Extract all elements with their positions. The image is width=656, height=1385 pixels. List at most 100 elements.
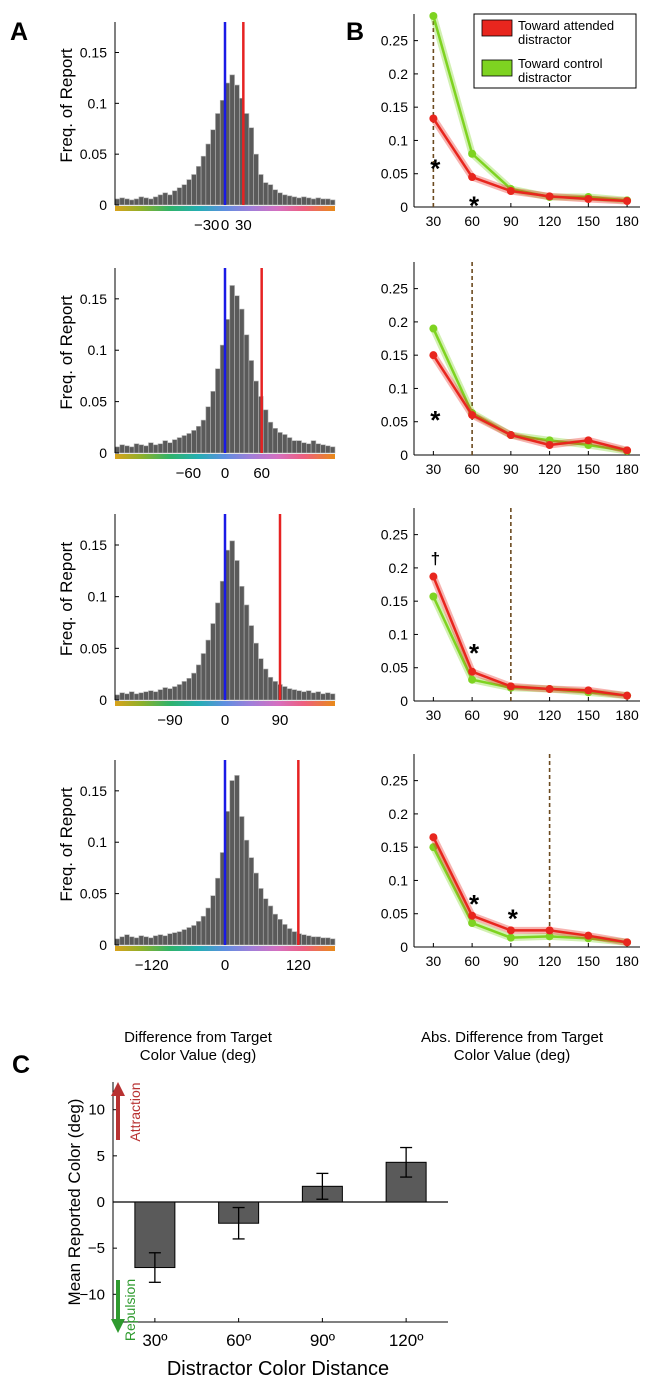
histogram-bar [248, 127, 254, 206]
x-tick-label: −60 [176, 465, 201, 482]
histogram-bar [157, 934, 164, 946]
attended-series-point [623, 446, 632, 455]
histogram-bar [210, 895, 216, 946]
y-axis-label: Mean Reported Color (deg) [65, 1099, 84, 1306]
histogram-bar [162, 935, 168, 946]
x-tick-label: 150 [577, 953, 601, 969]
histogram-bar [286, 688, 293, 701]
histogram-bar [205, 143, 211, 206]
significance-marker: * [508, 904, 519, 934]
attended-series-line [432, 117, 628, 203]
histogram-bar [138, 935, 144, 946]
histogram-bar [152, 935, 159, 946]
x-tick-label: 120 [538, 707, 562, 723]
histogram-bar [143, 936, 149, 946]
histogram-bar [186, 927, 192, 946]
histogram-bar [167, 194, 173, 206]
histogram-bar [234, 775, 240, 946]
line-plot-panel: 0 0.05 0.1 0.15 0.2 0.25 30 60 90 120 150 180 * [381, 262, 640, 477]
histogram-bar [286, 437, 293, 454]
histogram-bar [129, 199, 135, 206]
control-series-point [429, 324, 438, 333]
line-plot-panel: 0 0.05 0.1 0.15 0.2 0.25 30 60 90 120 150 180 * * [381, 754, 640, 969]
y-tick-label: 5 [97, 1148, 105, 1165]
panel-a-letter: A [10, 18, 28, 46]
histogram-bar [196, 425, 202, 454]
histogram-bar [291, 931, 298, 946]
y-tick-label: 0.15 [381, 593, 408, 609]
bar [134, 1201, 176, 1269]
y-tick-label: 0 [97, 1194, 105, 1211]
histogram-bar [172, 932, 178, 946]
histogram-bar [267, 676, 274, 701]
histogram-bar [277, 432, 283, 454]
histogram-bar [262, 409, 269, 454]
histogram-bar [258, 174, 264, 206]
panel-c-letter: C [12, 1051, 30, 1079]
y-tick-label: −10 [80, 1286, 105, 1303]
histogram-bar [291, 689, 298, 701]
y-tick-label: 0.1 [389, 132, 409, 148]
attraction-arrow-head [111, 1082, 125, 1096]
legend-swatch-attended [481, 19, 513, 37]
y-tick-label: 0 [400, 693, 408, 709]
x-tick-label: 150 [577, 213, 601, 229]
histogram-bar [315, 197, 321, 206]
attended-series-point [545, 441, 554, 450]
y-tick-label: −5 [88, 1240, 105, 1257]
histogram-bar [329, 446, 336, 454]
x-tick-label: −90 [157, 712, 182, 729]
control-series-point [545, 932, 554, 941]
histogram-bar [329, 938, 336, 946]
attended-series-point [584, 686, 593, 695]
histogram-bar [325, 445, 331, 454]
x-tick-label: 30 [426, 953, 442, 969]
control-series-point [429, 592, 438, 601]
y-tick-label: 0.25 [381, 281, 408, 297]
histogram-bar [296, 440, 302, 454]
histogram-bar [138, 444, 144, 454]
histogram-bar [291, 196, 298, 206]
histogram-bar [320, 693, 326, 701]
histogram-bar [157, 443, 164, 454]
y-tick-label: 0 [99, 445, 107, 461]
histogram-panel: 0 0.05 0.1 0.15 −120 0 120 Freq. of Report [57, 760, 336, 974]
histogram-bar [181, 435, 188, 454]
histogram-bar [243, 839, 250, 946]
attended-series-point [429, 351, 438, 360]
attended-series-line [432, 836, 628, 944]
histogram-bar [243, 113, 250, 206]
histogram-bar [148, 442, 154, 454]
histogram-bar [133, 443, 140, 454]
histogram-bar [310, 440, 317, 454]
x-tick-label: 60 [464, 707, 480, 723]
y-tick-label: 10 [88, 1102, 105, 1119]
x-tick-label: 30 [426, 707, 442, 723]
attended-series-point [468, 911, 477, 920]
histogram-bar [172, 190, 178, 206]
histogram-bar [176, 437, 183, 454]
y-tick-label: 0.15 [381, 99, 408, 115]
color-wheel-strip [115, 454, 335, 459]
y-tick-label: 0.15 [80, 537, 107, 553]
significance-marker: * [469, 638, 480, 668]
y-tick-label: 0.15 [381, 839, 408, 855]
histogram-bar [253, 872, 259, 946]
histogram-bar [172, 686, 178, 701]
y-tick-label: 0.25 [381, 33, 408, 49]
attended-series-point [584, 931, 593, 940]
y-tick-label: 0.05 [80, 146, 107, 162]
panel-b-xlabel-line2: Color Value (deg) [454, 1047, 570, 1064]
attended-series-point [623, 691, 632, 700]
histogram-bar [243, 604, 250, 701]
panel-a-xlabel-line1: Difference from Target [124, 1029, 273, 1046]
histogram-bar [239, 308, 245, 454]
x-tick-label: 60 [464, 461, 480, 477]
histogram-bar [133, 693, 140, 701]
y-axis-label: Freq. of Report [57, 295, 76, 410]
attended-series-point [545, 192, 554, 201]
histogram-bar [138, 196, 144, 206]
histogram-bar [162, 687, 168, 701]
histogram-bar [129, 936, 135, 946]
